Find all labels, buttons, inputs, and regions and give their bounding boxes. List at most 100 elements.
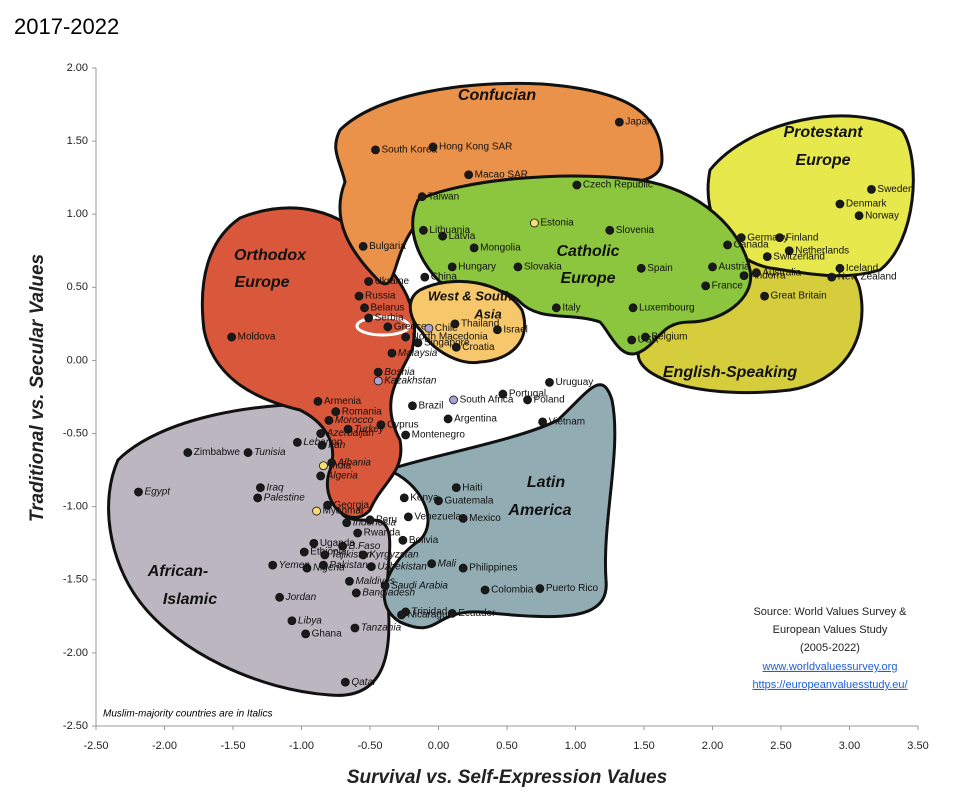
- point-label: Finland: [786, 232, 819, 243]
- point: [708, 262, 717, 272]
- point-label: Tanzania: [361, 623, 402, 634]
- point: [408, 401, 417, 411]
- point: [399, 493, 409, 503]
- x-tick-label: 0.00: [428, 740, 449, 752]
- plot: 2.00 1.50 1.00 0.50 0.00 -0.50 -1.00 -1.50 -2.00…: [63, 62, 929, 752]
- point-label: Hong Kong SAR: [439, 142, 512, 153]
- point-label: Ghana: [312, 629, 342, 640]
- point: [350, 623, 360, 633]
- point: [313, 396, 323, 406]
- point-label: Tajikistan: [331, 550, 373, 561]
- point: [275, 592, 284, 602]
- point-label: Montenegro: [412, 430, 466, 441]
- point: [183, 448, 193, 457]
- point: [723, 240, 732, 250]
- y-tick-label: 1.50: [67, 135, 88, 147]
- point-label: Switzerland: [773, 251, 825, 262]
- point-label: North Macedonia: [412, 332, 489, 343]
- point: [358, 241, 368, 251]
- point-label: Hungary: [458, 262, 496, 273]
- point-label: Venezuela: [414, 512, 461, 523]
- point: [627, 335, 637, 345]
- point-label: Mexico: [469, 513, 501, 524]
- point: [319, 461, 328, 471]
- highlight: [355, 315, 411, 337]
- region-label: Europe: [560, 270, 615, 287]
- point-label: Slovakia: [524, 262, 562, 273]
- region-label: Latin: [527, 474, 565, 491]
- point: [458, 513, 468, 523]
- point: [628, 303, 638, 313]
- region-latin-america: [382, 383, 617, 630]
- point-label: Japan: [625, 117, 652, 128]
- x-tick-label: -2.50: [83, 740, 108, 752]
- point-label: Thailand: [461, 319, 499, 330]
- point-label: Germany: [747, 232, 788, 243]
- point: [458, 563, 468, 573]
- point: [417, 192, 427, 202]
- point: [751, 268, 761, 278]
- point: [354, 291, 364, 301]
- link[interactable]: https://europeanvaluesstudy.eu/: [752, 679, 908, 691]
- point: [343, 424, 353, 434]
- point: [447, 262, 457, 272]
- source: (2005-2022): [800, 642, 860, 654]
- point-label: Macao SAR: [475, 169, 528, 180]
- point-label: Taiwan: [428, 191, 459, 202]
- point: [760, 291, 769, 301]
- point-label: Romania: [342, 406, 382, 417]
- link[interactable]: www.worldvaluessurvey.org: [762, 661, 898, 673]
- point: [331, 407, 341, 417]
- point-label: Luxembourg: [639, 302, 695, 313]
- point: [867, 184, 876, 194]
- point: [438, 231, 448, 241]
- point: [451, 342, 461, 352]
- point-label: Bangladesh: [362, 588, 415, 599]
- point-label: Pakistan: [329, 560, 368, 571]
- point-label: Egypt: [144, 487, 171, 498]
- point-label: Morocco: [335, 415, 374, 426]
- point-label: Maldives: [355, 576, 394, 587]
- y-tick-label: -0.50: [63, 427, 88, 439]
- point-label: Moldova: [238, 332, 276, 343]
- point-label: Palestine: [264, 493, 306, 504]
- point-label: Saudi Arabia: [391, 580, 448, 591]
- point: [739, 271, 749, 281]
- point: [493, 325, 502, 335]
- point: [545, 377, 554, 387]
- region-label: English-Speaking: [663, 364, 797, 381]
- point: [364, 277, 374, 286]
- point-label: Qatar: [351, 677, 377, 688]
- point-label: South Africa: [460, 395, 514, 406]
- point: [366, 562, 376, 572]
- point-label: Yemen: [279, 560, 311, 571]
- point-label: Uruguay: [555, 377, 593, 388]
- point-label: Estonia: [540, 218, 574, 229]
- x-axis-title: Survival vs. Self-Expression Values: [347, 767, 667, 788]
- point: [319, 560, 328, 570]
- point: [775, 233, 785, 243]
- point: [358, 550, 368, 560]
- point-label: China: [431, 272, 458, 283]
- point: [338, 541, 348, 551]
- y-tick-label: 0.00: [67, 354, 88, 366]
- point: [419, 225, 428, 235]
- point: [383, 322, 393, 332]
- point-label: Norway: [865, 210, 899, 221]
- point-label: Iran: [328, 440, 346, 451]
- point: [342, 518, 352, 528]
- point-label: Uganda: [320, 538, 355, 549]
- point-label: Greece: [394, 321, 427, 332]
- point-label: Brazil: [418, 400, 443, 411]
- point: [351, 588, 361, 598]
- region-label: African-: [147, 563, 208, 580]
- point-label: Australia: [762, 267, 801, 278]
- point: [345, 576, 354, 586]
- point: [449, 395, 458, 405]
- point-label: Malaysia: [398, 348, 438, 359]
- point-label: Rwanda: [364, 528, 401, 539]
- region-label: Protestant: [783, 124, 863, 141]
- point: [312, 506, 321, 516]
- point-label: Iceland: [846, 263, 878, 274]
